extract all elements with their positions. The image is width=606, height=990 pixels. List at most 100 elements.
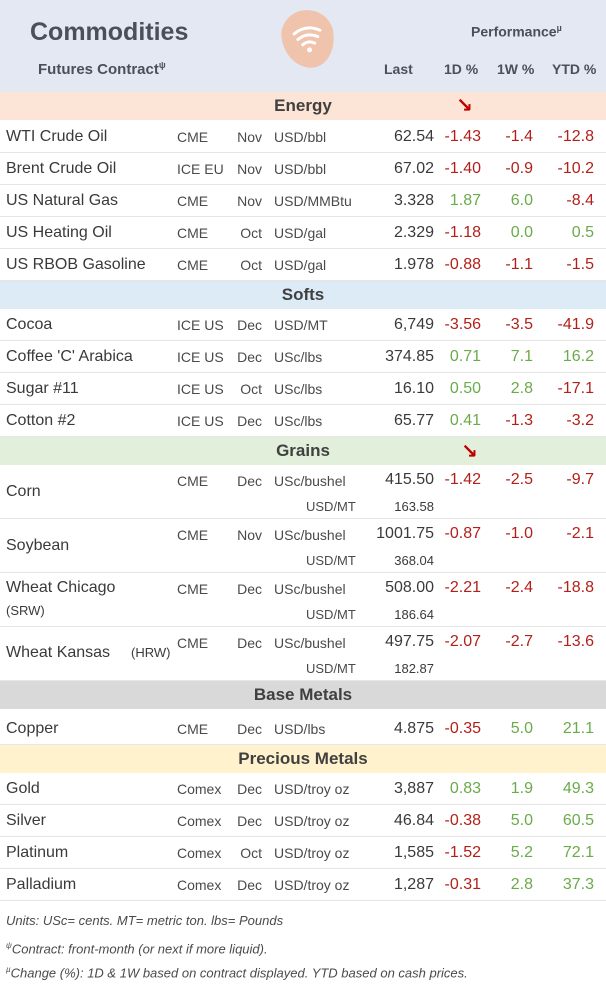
change-1w: 5.2	[510, 844, 533, 861]
exchange: CME	[177, 635, 209, 651]
commodity-name: Wheat Chicago	[6, 579, 116, 596]
secondary-price: 186.64	[394, 607, 434, 622]
last-price: 1,585	[393, 844, 434, 861]
change-1w: 5.0	[510, 812, 533, 829]
price-unit: USc/lbs	[274, 413, 323, 429]
secondary-unit: USD/MT	[306, 553, 356, 568]
commodity-name: US Heating Oil	[6, 224, 112, 241]
table-row: Silver Comex Dec USD/troy oz 46.84 -0.38 5.0 60…	[0, 805, 606, 837]
performance-label: Performanceµ	[471, 23, 562, 40]
last-price: 16.10	[393, 380, 434, 397]
section-header-grains: Grains	[0, 437, 606, 465]
change-1w: -2.7	[505, 633, 533, 650]
contract-month: Dec	[237, 877, 262, 893]
secondary-unit: USD/MT	[306, 661, 356, 676]
table-row: Wheat Chicago (SRW) CME Dec USc/bushel 508.00…	[0, 573, 606, 627]
subtitle-text: Futures Contract	[38, 61, 159, 78]
change-1w: 7.1	[510, 348, 533, 365]
change-ytd: -18.8	[557, 579, 594, 596]
page-subtitle: Futures Contractψ	[38, 60, 166, 78]
change-1d: -0.31	[444, 876, 481, 893]
change-1w: 1.9	[510, 780, 533, 797]
last-price: 3,887	[393, 780, 434, 797]
contract-month: Dec	[237, 349, 262, 365]
contract-month: Oct	[240, 381, 262, 397]
commodity-name: Coffee 'C' Arabica	[6, 348, 133, 365]
change-1w: -2.5	[505, 471, 533, 488]
commodity-name: US RBOB Gasoline	[6, 256, 146, 273]
header-panel: Commodities Futures Contractψ Performanc…	[0, 0, 606, 92]
change-ytd: -2.1	[566, 525, 594, 542]
change-ytd: -8.4	[566, 192, 594, 209]
change-ytd: 0.5	[571, 224, 594, 241]
price-unit: USc/bushel	[274, 527, 346, 543]
price-unit: USD/lbs	[274, 721, 326, 737]
commodity-name: Sugar #11	[6, 380, 79, 397]
change-ytd: 72.1	[562, 844, 594, 861]
last-price: 46.84	[393, 812, 434, 829]
price-unit: USD/gal	[274, 225, 327, 241]
exchange: CME	[177, 193, 209, 209]
exchange: Comex	[177, 845, 222, 861]
commodity-name: US Natural Gas	[6, 192, 119, 209]
price-unit: USc/lbs	[274, 349, 323, 365]
exchange: ICE EU	[177, 161, 224, 177]
table-row: Brent Crude Oil ICE EU Nov USD/bbl 67.02 -1.4…	[0, 153, 606, 185]
change-1d: -1.18	[444, 224, 481, 241]
contract-month: Dec	[237, 781, 262, 797]
change-ytd: 49.3	[562, 780, 594, 797]
table-row: Soybean CME Nov USc/bushel 1001.75 USD/MT 368.…	[0, 519, 606, 573]
secondary-unit: USD/MT	[306, 607, 356, 622]
last-price: 6,749	[393, 316, 434, 333]
footnote-change-mark: µ	[6, 965, 11, 974]
change-1d: 0.83	[449, 780, 481, 797]
change-1w: 6.0	[510, 192, 533, 209]
change-1d: -3.56	[444, 316, 481, 333]
change-1d: -1.42	[444, 471, 481, 488]
exchange: Comex	[177, 781, 222, 797]
commodity-name: Soybean	[6, 537, 70, 554]
section-header-softs: Softs	[0, 281, 606, 309]
footnote-change: µChange (%): 1D & 1W based on contract d…	[6, 961, 468, 986]
change-1d: -0.35	[444, 720, 481, 737]
commodity-name: Palladium	[6, 876, 77, 893]
column-header-1d: 1D %	[444, 61, 479, 77]
change-ytd: -3.2	[566, 412, 594, 429]
exchange: CME	[177, 721, 209, 737]
change-1w: -1.1	[505, 256, 533, 273]
performance-footnote-mark: µ	[556, 23, 562, 33]
performance-text: Performance	[471, 23, 557, 40]
change-1d: -0.38	[444, 812, 481, 829]
change-1w: -3.5	[505, 316, 533, 333]
secondary-price: 163.58	[394, 499, 434, 514]
change-ytd: -9.7	[566, 471, 594, 488]
exchange: ICE US	[177, 317, 224, 333]
commodity-name: Cotton #2	[6, 412, 76, 429]
change-1w: -1.4	[505, 128, 533, 145]
change-1w: -1.3	[505, 412, 533, 429]
table-row: Sugar #11 ICE US Oct USc/lbs 16.10 0.50 2.8 -17…	[0, 373, 606, 405]
column-header-ytd: YTD %	[552, 61, 597, 77]
table-row: Copper CME Dec USD/lbs 4.875 -0.35 5.0 21.1	[0, 713, 606, 745]
contract-month: Dec	[237, 721, 262, 737]
last-price: 62.54	[393, 128, 434, 145]
last-price: 1001.75	[376, 525, 434, 542]
table-row: Cotton #2 ICE US Dec USc/lbs 65.77 0.41 -1.3 -3…	[0, 405, 606, 437]
table-row: WTI Crude Oil CME Nov USD/bbl 62.54 -1.43 -1.4…	[0, 121, 606, 153]
footnote-contract-mark: ψ	[6, 940, 12, 950]
contract-month: Dec	[237, 317, 262, 333]
down-trend-arrow-icon: ↘	[456, 95, 473, 117]
change-ytd: 60.5	[562, 812, 594, 829]
contract-month: Dec	[237, 813, 262, 829]
logo-icon	[278, 6, 338, 72]
secondary-price: 182.87	[394, 661, 434, 676]
subtitle-footnote-mark: ψ	[158, 60, 166, 70]
last-price: 497.75	[385, 633, 434, 650]
commodity-name: Copper	[6, 720, 59, 737]
commodity-name: Brent Crude Oil	[6, 160, 117, 177]
change-1w: 5.0	[510, 720, 533, 737]
exchange: CME	[177, 257, 209, 273]
table-row: US RBOB Gasoline CME Oct USD/gal 1.978 -0.88 -…	[0, 249, 606, 281]
change-1w: 2.8	[510, 876, 533, 893]
change-1w: -0.9	[505, 160, 533, 177]
